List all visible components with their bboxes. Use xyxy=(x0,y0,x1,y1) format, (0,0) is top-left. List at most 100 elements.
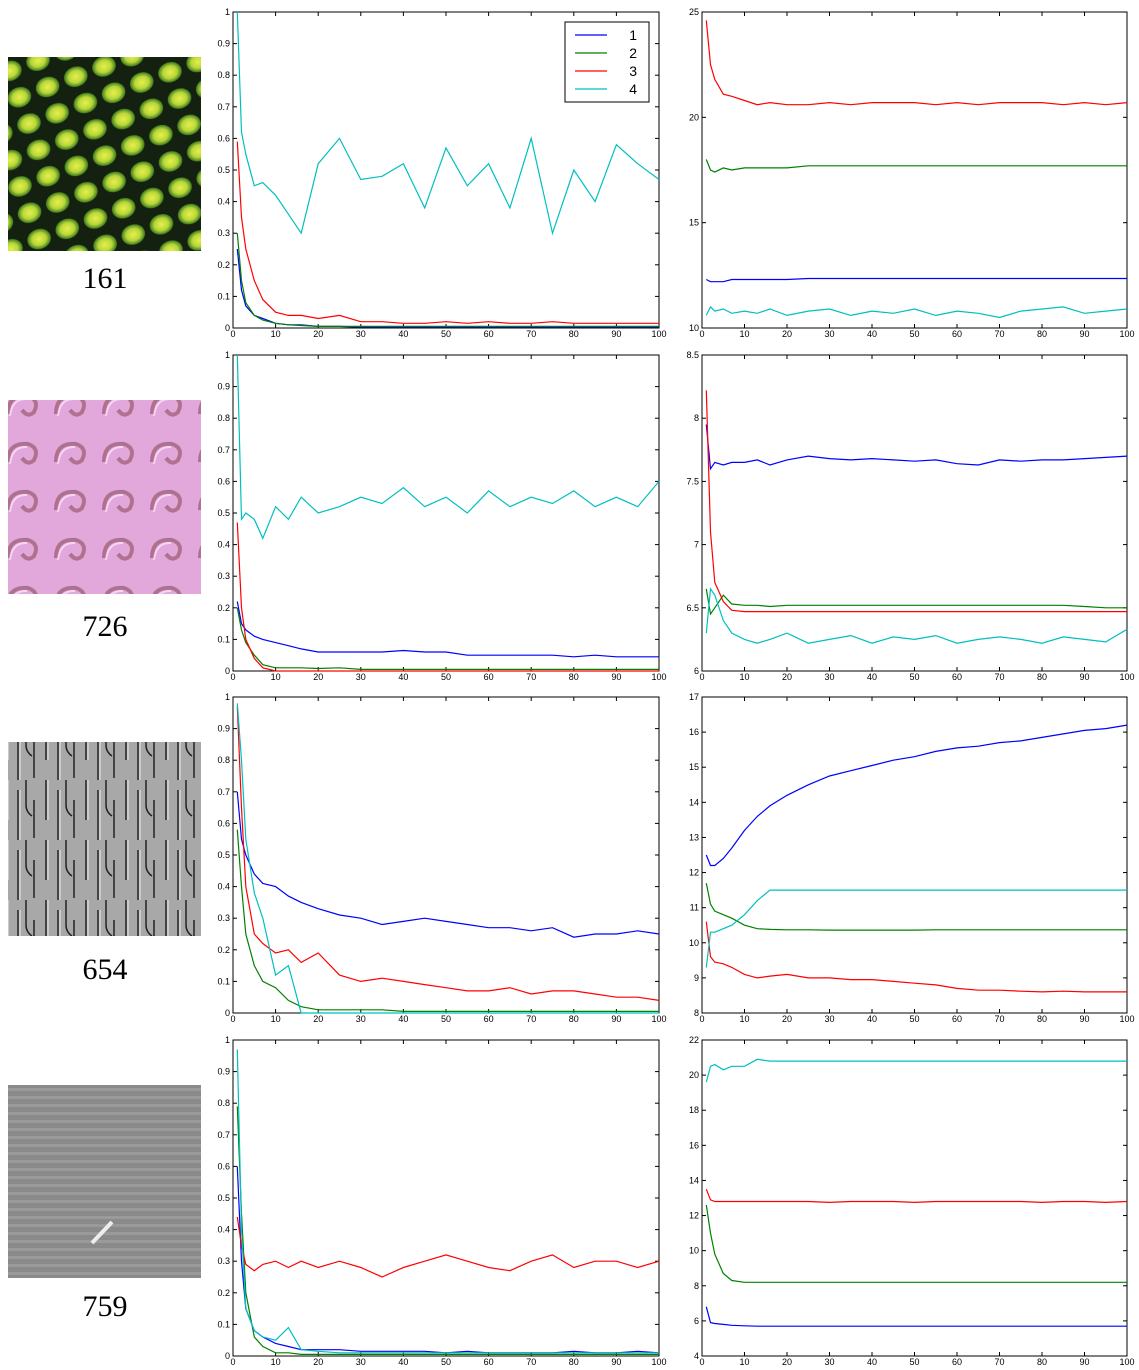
y-tick-label: 0.4 xyxy=(217,1225,230,1235)
series-line xyxy=(236,829,659,1013)
x-tick-label: 90 xyxy=(1079,1014,1089,1024)
series-line xyxy=(705,20,1128,106)
y-tick-label: 0.1 xyxy=(217,634,230,644)
series-line xyxy=(705,1306,1127,1327)
x-tick-label: 40 xyxy=(867,1357,877,1367)
y-tick-label: 0.4 xyxy=(217,882,230,892)
x-tick-label: 70 xyxy=(526,1014,536,1024)
x-tick-label: 100 xyxy=(1119,1014,1134,1024)
x-tick-label: 70 xyxy=(994,1014,1004,1024)
y-tick-label: 20 xyxy=(689,1070,699,1080)
x-tick-label: 10 xyxy=(739,1357,749,1367)
x-tick-label: 30 xyxy=(824,1357,834,1367)
x-tick-label: 50 xyxy=(909,1014,919,1024)
x-tick-label: 40 xyxy=(867,329,877,339)
y-tick-label: 11 xyxy=(690,903,699,913)
x-tick-label: 60 xyxy=(484,329,494,339)
row-label: 726 xyxy=(83,610,128,643)
x-tick-label: 30 xyxy=(356,329,366,339)
series-line xyxy=(236,522,659,672)
y-tick-label: 8 xyxy=(694,413,699,423)
y-tick-label: 18 xyxy=(689,1105,699,1115)
y-tick-label: 0.5 xyxy=(217,1193,230,1203)
series-line xyxy=(705,424,1128,471)
y-tick-label: 14 xyxy=(689,797,699,807)
x-tick-label: 30 xyxy=(824,672,834,682)
y-tick-label: 17 xyxy=(689,692,699,702)
x-tick-label: 0 xyxy=(699,329,704,339)
y-tick-label: 0.7 xyxy=(217,1130,230,1140)
y-tick-label: 0.5 xyxy=(217,508,230,518)
x-tick-label: 0 xyxy=(230,672,235,682)
y-tick-label: 0.9 xyxy=(217,39,230,49)
series-line xyxy=(236,706,660,1001)
x-tick-label: 90 xyxy=(1079,672,1089,682)
x-tick-label: 70 xyxy=(994,1357,1004,1367)
y-tick-label: 1 xyxy=(225,692,230,702)
x-tick-label: 40 xyxy=(867,672,877,682)
y-tick-label: 14 xyxy=(689,1175,699,1185)
series-line xyxy=(236,601,659,658)
series-line xyxy=(705,1058,1127,1083)
series-line xyxy=(236,141,659,324)
y-tick-label: 0.3 xyxy=(217,571,230,581)
y-tick-label: 0.4 xyxy=(217,197,230,207)
x-tick-label: 90 xyxy=(611,1357,621,1367)
series-line xyxy=(705,305,1128,319)
y-tick-label: 0.6 xyxy=(217,133,230,143)
series-line xyxy=(236,11,660,236)
y-tick-label: 0.1 xyxy=(217,291,230,301)
series-line xyxy=(236,607,659,671)
y-tick-label: 12 xyxy=(689,868,699,878)
y-tick-label: 0.8 xyxy=(217,1098,230,1108)
y-tick-label: 6.5 xyxy=(686,603,699,613)
y-tick-label: 0 xyxy=(225,1351,230,1361)
x-tick-label: 0 xyxy=(230,1014,235,1024)
row-label: 759 xyxy=(83,1290,128,1323)
y-tick-label: 0.4 xyxy=(217,540,230,550)
x-tick-label: 20 xyxy=(782,1014,792,1024)
y-tick-label: 1 xyxy=(225,1035,230,1045)
y-tick-label: 20 xyxy=(689,112,699,122)
y-tick-label: 7 xyxy=(694,540,699,550)
x-tick-label: 0 xyxy=(699,672,704,682)
legend-label: 1 xyxy=(629,27,637,43)
x-tick-label: 10 xyxy=(271,329,281,339)
y-tick-label: 0.8 xyxy=(217,70,230,80)
x-tick-label: 100 xyxy=(1119,1357,1134,1367)
x-tick-label: 0 xyxy=(699,1357,704,1367)
y-tick-label: 10 xyxy=(689,1246,699,1256)
y-tick-label: 22 xyxy=(689,1035,699,1045)
texture-image xyxy=(8,1085,201,1278)
series-line xyxy=(705,1188,1128,1204)
y-tick-label: 10 xyxy=(689,938,699,948)
plot-frame xyxy=(701,1039,1128,1357)
y-tick-label: 1 xyxy=(225,350,230,360)
x-tick-label: 30 xyxy=(356,1014,366,1024)
y-tick-label: 0.5 xyxy=(217,850,230,860)
y-tick-label: 0.3 xyxy=(217,1256,230,1266)
x-tick-label: 60 xyxy=(952,1357,962,1367)
x-tick-label: 60 xyxy=(952,329,962,339)
series-line xyxy=(705,1204,1127,1283)
x-tick-label: 90 xyxy=(611,1014,621,1024)
y-tick-label: 0.6 xyxy=(217,818,230,828)
x-tick-label: 40 xyxy=(398,1357,408,1367)
plot-frame xyxy=(232,696,660,1014)
y-tick-label: 6 xyxy=(694,1316,699,1326)
x-tick-label: 60 xyxy=(484,672,494,682)
y-tick-label: 0.9 xyxy=(217,724,230,734)
plot-frame xyxy=(232,1039,660,1357)
x-tick-label: 40 xyxy=(398,672,408,682)
y-tick-label: 0.1 xyxy=(217,1319,230,1329)
y-tick-label: 7.5 xyxy=(686,476,699,486)
x-tick-label: 40 xyxy=(398,1014,408,1024)
x-tick-label: 30 xyxy=(824,329,834,339)
y-tick-label: 0.7 xyxy=(217,102,230,112)
series-line xyxy=(706,277,1127,283)
plot-frame xyxy=(701,354,1128,672)
series-line xyxy=(236,248,659,328)
y-tick-label: 0.2 xyxy=(217,603,230,613)
x-tick-label: 100 xyxy=(651,1014,666,1024)
x-tick-label: 100 xyxy=(651,329,666,339)
